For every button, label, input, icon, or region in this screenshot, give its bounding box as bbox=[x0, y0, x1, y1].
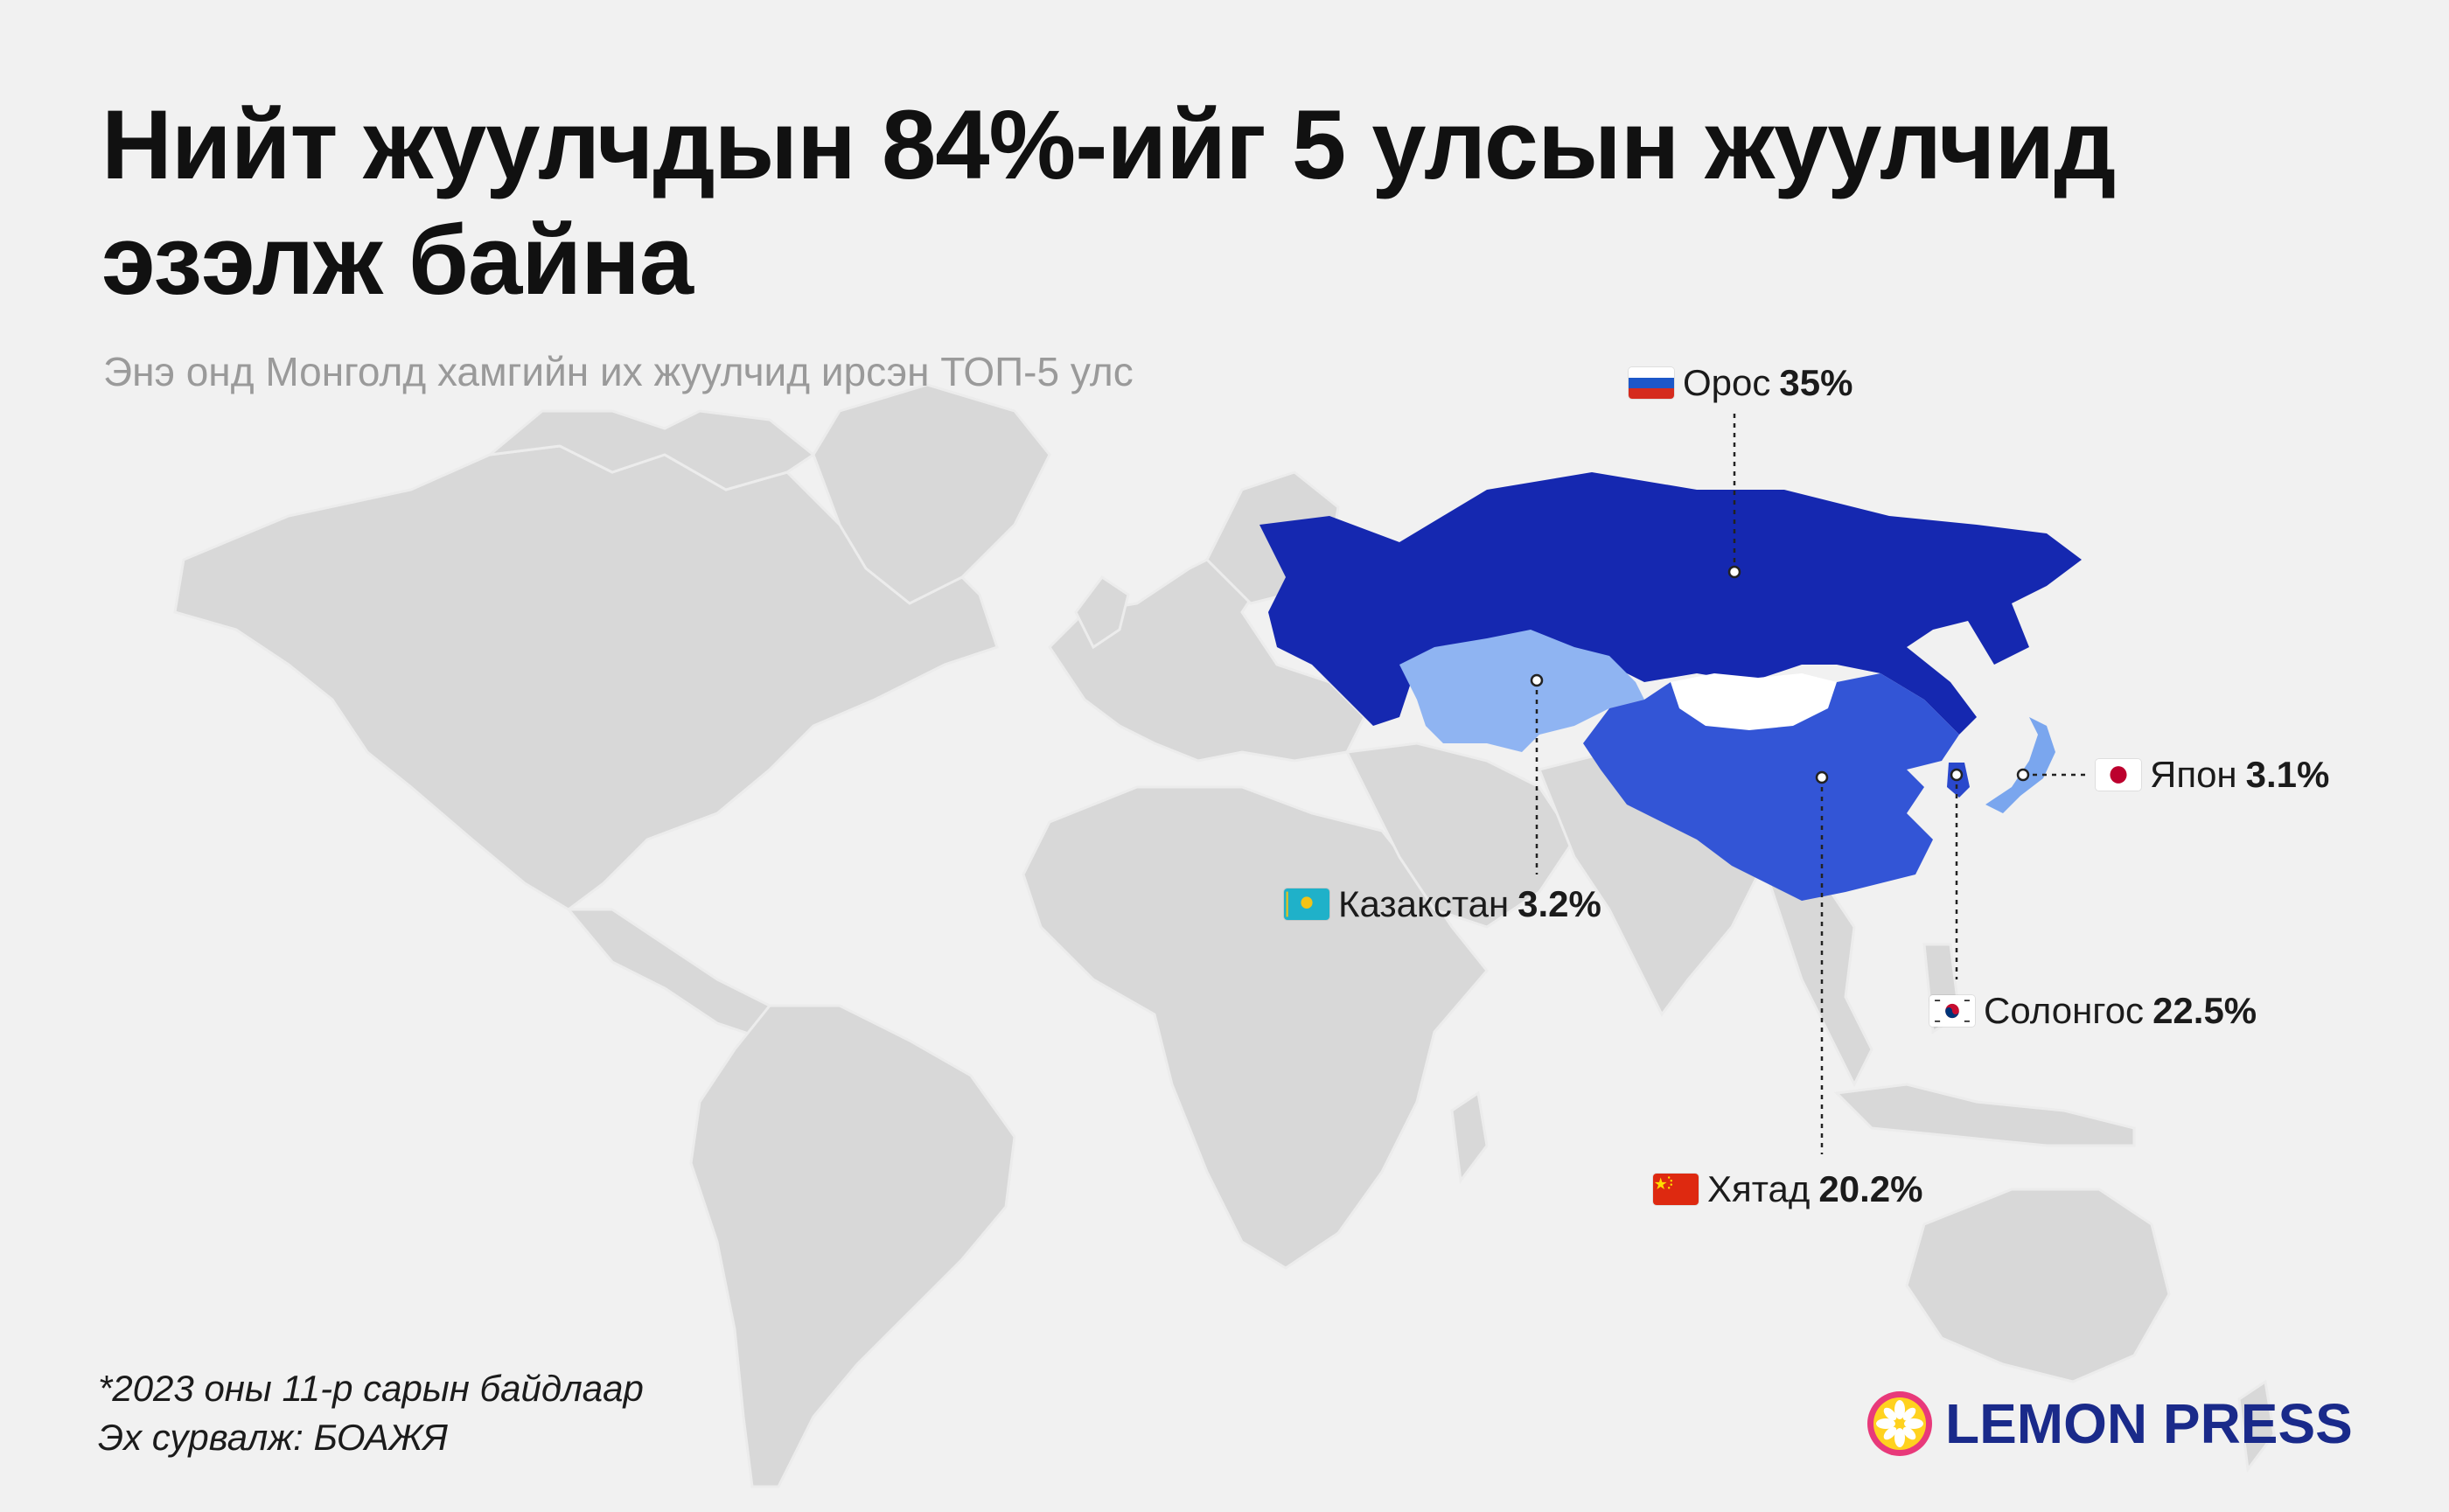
kazakhstan-shape[interactable] bbox=[1399, 630, 1644, 752]
label-russia: Орос 35% bbox=[1629, 362, 1852, 404]
japan-flag-icon bbox=[2096, 759, 2141, 791]
china-shape[interactable] bbox=[1583, 673, 1959, 901]
china-name: Хятад bbox=[1707, 1168, 1811, 1209]
footnote: *2023 оны 11-р сарын байдлаар Эх сурвалж… bbox=[98, 1364, 644, 1462]
korea-name: Солонгос bbox=[1984, 990, 2145, 1031]
brand-name: LEMON PRESS bbox=[1945, 1392, 2353, 1455]
russia-shape[interactable] bbox=[1259, 472, 2082, 735]
footnote-source: Эх сурвалж: БОАЖЯ bbox=[98, 1417, 448, 1458]
russia-flag-icon bbox=[1629, 367, 1674, 399]
middle-east-shape bbox=[1344, 742, 1576, 929]
china-flag-icon bbox=[1653, 1174, 1699, 1205]
south-korea-flag-icon bbox=[1929, 995, 1975, 1027]
korea-dot bbox=[1950, 768, 1964, 782]
mongolia-shape bbox=[1671, 673, 1837, 730]
new-zealand-shape bbox=[2237, 1379, 2276, 1473]
lemon-logo-icon bbox=[1867, 1391, 1932, 1456]
southeast-asia-shape bbox=[1764, 873, 1873, 1088]
label-china: Хятад 20.2% bbox=[1653, 1168, 1922, 1210]
label-korea: Солонгос 22.5% bbox=[1929, 990, 2257, 1032]
japan-shape[interactable] bbox=[1985, 717, 2055, 813]
page-title: Нийт жуулчдын 84%-ийг 5 улсын жуулчид эз… bbox=[101, 90, 2116, 315]
greenland-shape bbox=[812, 383, 1051, 605]
africa-shape bbox=[1022, 785, 1489, 1270]
label-japan: Япон 3.1% bbox=[2096, 754, 2329, 796]
page-subtitle: Энэ онд Монголд хамгийн их жуулчид ирсэн… bbox=[103, 349, 1134, 394]
japan-name: Япон bbox=[2150, 754, 2237, 795]
russia-value: 35% bbox=[1779, 362, 1853, 403]
leader-lines bbox=[1535, 411, 2090, 1154]
indonesia-shape bbox=[1833, 1083, 2136, 1147]
china-dot bbox=[1815, 770, 1829, 784]
kazakhstan-dot bbox=[1530, 673, 1544, 687]
label-dots bbox=[1530, 565, 2030, 784]
kazakhstan-flag-icon bbox=[1284, 888, 1329, 920]
korea-value: 22.5% bbox=[2152, 990, 2257, 1031]
china-value: 20.2% bbox=[1818, 1168, 1923, 1209]
australia-shape bbox=[1905, 1188, 2171, 1383]
brand-logo: LEMON PRESS bbox=[1865, 1389, 2353, 1459]
madagascar-shape bbox=[1450, 1090, 1489, 1184]
label-kazakhstan: Казакстан 3.2% bbox=[1284, 883, 1601, 925]
world-landmass bbox=[173, 383, 2276, 1488]
japan-dot bbox=[2016, 768, 2030, 782]
kazakhstan-name: Казакстан bbox=[1338, 883, 1510, 924]
russia-dot bbox=[1727, 565, 1741, 579]
footnote-date: *2023 оны 11-р сарын байдлаар bbox=[98, 1368, 644, 1409]
south-america-shape bbox=[689, 1004, 1016, 1488]
japan-value: 3.1% bbox=[2245, 754, 2330, 795]
russia-name: Орос bbox=[1683, 362, 1771, 403]
kazakhstan-value: 3.2% bbox=[1518, 883, 1601, 924]
uk-shape bbox=[1074, 575, 1130, 650]
